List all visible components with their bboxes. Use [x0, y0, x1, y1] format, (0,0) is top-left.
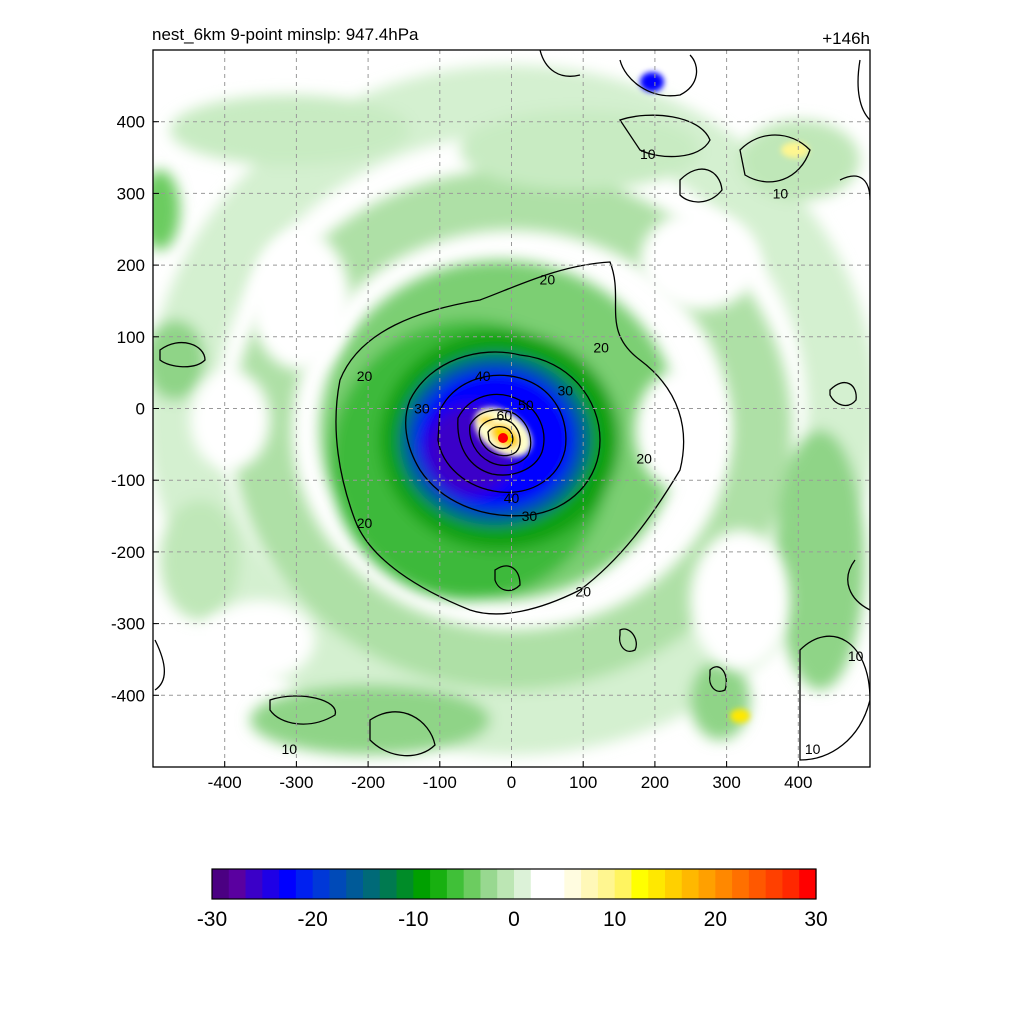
colorbar-cell — [279, 869, 297, 899]
y-tick-label: -300 — [111, 615, 145, 634]
x-tick-label: 200 — [641, 773, 669, 792]
colorbar-cell — [782, 869, 800, 899]
colorbar-cell — [732, 869, 750, 899]
contour-label: 20 — [357, 515, 373, 531]
contour-label: 60 — [497, 408, 513, 424]
colorbar-cell — [379, 869, 398, 899]
colorbar-cell — [614, 869, 633, 899]
colorbar-cell — [681, 869, 700, 899]
colorbar-cell — [514, 869, 532, 899]
colorbar-cell — [480, 869, 498, 899]
y-tick-label: -200 — [111, 543, 145, 562]
contour-label: 20 — [575, 583, 591, 599]
colorbar-cell — [564, 869, 582, 899]
contour-label: 10 — [281, 741, 297, 757]
shaded-field — [153, 50, 870, 761]
colorbar-cell — [530, 869, 549, 899]
colorbar-cell — [396, 869, 414, 899]
colorbar-tick-label: 30 — [804, 908, 827, 931]
contour-label: 10 — [640, 146, 656, 162]
contour-label: 20 — [540, 271, 556, 287]
contour-label: 20 — [593, 340, 609, 356]
y-tick-label: 0 — [136, 400, 145, 419]
forecast-hour: +146h — [822, 29, 870, 48]
colorbar-tick-label: 10 — [603, 908, 626, 931]
contour-label: 10 — [848, 648, 864, 664]
colorbar-cell — [295, 869, 314, 899]
y-tick-label: 200 — [117, 256, 145, 275]
colorbar-cell — [346, 869, 364, 899]
colorbar-tick-label: -10 — [398, 908, 428, 931]
contour-label: 30 — [414, 401, 430, 417]
y-tick-label: -100 — [111, 471, 145, 490]
storm-center-marker — [498, 433, 508, 443]
colorbar-cell — [715, 869, 733, 899]
colorbar-cell — [430, 869, 448, 899]
colorbar-frame — [211, 868, 817, 900]
colorbar-cell — [245, 869, 263, 899]
contour-label: 10 — [805, 741, 821, 757]
colorbar-tick-label: -30 — [197, 908, 227, 931]
colorbar-cell — [581, 869, 599, 899]
colorbar-cell — [463, 869, 482, 899]
colorbar-cell — [497, 869, 515, 899]
colorbar-ticks: -30 -20 -10 0 10 20 30 — [197, 908, 828, 931]
colorbar-cell — [597, 869, 616, 899]
colorbar-cell — [312, 869, 331, 899]
colorbar-cell — [413, 869, 431, 899]
y-tick-label: -400 — [111, 686, 145, 705]
x-tick-label: -300 — [279, 773, 313, 792]
colorbar-cell — [228, 869, 247, 899]
colorbar-cell — [748, 869, 767, 899]
contour-label: 20 — [357, 368, 373, 384]
plot-title: nest_6km 9-point minslp: 947.4hPa — [152, 25, 419, 44]
colorbar: -30 -20 -10 0 10 20 30 — [197, 868, 828, 931]
colorbar-cell — [665, 869, 683, 899]
y-tick-label: 300 — [117, 184, 145, 203]
colorbar-cell — [799, 869, 817, 899]
contour-label: 10 — [773, 185, 789, 201]
contour-label: 40 — [504, 490, 520, 506]
colorbar-cell — [363, 869, 381, 899]
colorbar-cell — [631, 869, 649, 899]
contour-label: 30 — [557, 383, 573, 399]
contour-label: 30 — [522, 508, 538, 524]
colorbar-cells — [212, 869, 817, 899]
x-tick-label: -200 — [351, 773, 385, 792]
colorbar-cell — [698, 869, 716, 899]
y-tick-label: 400 — [117, 113, 145, 132]
y-tick-label: 100 — [117, 328, 145, 347]
x-tick-label: -400 — [208, 773, 242, 792]
x-tick-label: 300 — [712, 773, 740, 792]
colorbar-cell — [547, 869, 565, 899]
x-tick-label: -100 — [423, 773, 457, 792]
colorbar-cell — [648, 869, 666, 899]
colorbar-cell — [262, 869, 280, 899]
x-tick-label: 0 — [507, 773, 516, 792]
x-tick-label: 400 — [784, 773, 812, 792]
colorbar-tick-label: 0 — [508, 908, 520, 931]
colorbar-cell — [329, 869, 347, 899]
colorbar-cell — [765, 869, 784, 899]
colorbar-cell — [446, 869, 465, 899]
y-axis: 400 300 200 100 0 -100 -200 -300 -400 — [111, 113, 159, 705]
colorbar-cell — [212, 869, 230, 899]
colorbar-tick-label: 20 — [704, 908, 727, 931]
contour-label: 20 — [636, 451, 652, 467]
colorbar-tick-label: -20 — [297, 908, 327, 931]
contour-label: 50 — [518, 397, 534, 413]
x-tick-label: 100 — [569, 773, 597, 792]
x-axis: -400 -300 -200 -100 0 100 200 300 400 — [208, 761, 812, 792]
contour-label: 40 — [475, 368, 491, 384]
